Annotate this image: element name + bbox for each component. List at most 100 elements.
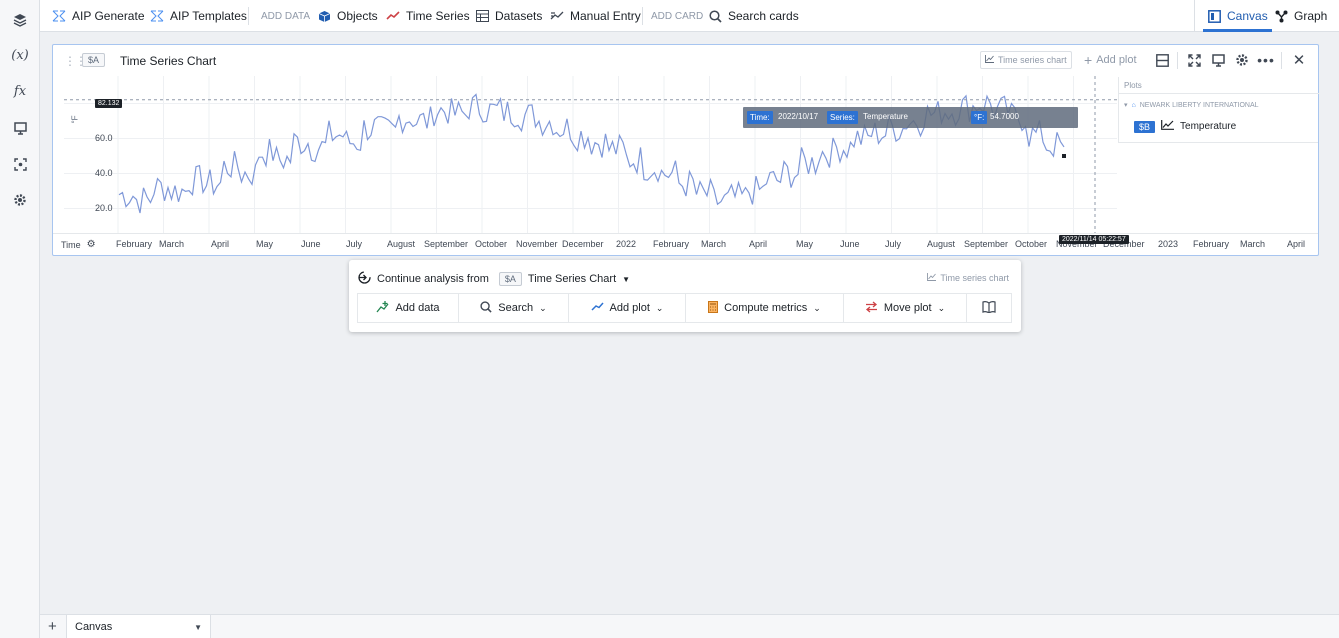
x-axis: Time ⚙ February March April May June July Augu… <box>53 233 1318 255</box>
manual-entry-button[interactable]: Manual Entry <box>550 0 641 32</box>
presentation-icon[interactable] <box>8 116 32 140</box>
top-toolbar: AIP Generate AIP Templates ADD DATA Obje… <box>40 0 1339 32</box>
x-tick-label: February <box>1193 239 1230 249</box>
aip-generate-button[interactable]: AIP Generate <box>52 0 145 32</box>
docs-button[interactable] <box>967 294 1011 322</box>
x-tick-label: December <box>562 239 604 249</box>
add-tab-icon[interactable]: + <box>48 618 57 635</box>
x-tick-label: May <box>796 239 814 249</box>
time-series-button[interactable]: Time Series <box>386 0 470 32</box>
time-axis-control[interactable]: Time ⚙ <box>61 239 96 250</box>
chevron-down-icon: ⌄ <box>655 302 664 313</box>
layers-icon[interactable] <box>8 8 32 32</box>
function-icon[interactable]: fx <box>13 83 27 99</box>
close-icon[interactable]: ✕ <box>1292 52 1306 69</box>
chart-type-label: Time series chart <box>998 55 1067 65</box>
search-dropdown-button[interactable]: Search ⌄ <box>459 294 569 322</box>
x-tick-label: 2022 <box>616 239 637 249</box>
plots-series-row[interactable]: $B Temperature <box>1134 120 1236 133</box>
x-tick-label: March <box>1240 239 1266 249</box>
divider <box>1177 52 1178 69</box>
x-tick-label: July <box>346 239 363 249</box>
search-label: Search <box>498 302 534 314</box>
y-cursor-value: 82.132 <box>95 99 123 108</box>
canvas-icon <box>1207 9 1221 23</box>
add-data-button[interactable]: Add data <box>358 294 459 322</box>
divider <box>1194 0 1195 32</box>
x-axis-label: Time <box>61 239 81 250</box>
graph-icon <box>1274 9 1288 23</box>
manual-entry-label: Manual Entry <box>570 9 641 23</box>
x-tick-label: November <box>516 239 558 249</box>
screenshot-icon[interactable] <box>8 152 32 176</box>
tooltip-series-value: Temperature <box>863 112 908 121</box>
swap-icon <box>865 301 878 316</box>
objects-label: Objects <box>337 9 378 23</box>
line-chart-icon <box>591 302 604 314</box>
source-select[interactable]: Time Series Chart ▼ <box>528 273 630 285</box>
x-tick-label: December <box>1103 239 1145 249</box>
x-tick-label: 2023 <box>1158 239 1179 249</box>
gear-icon[interactable] <box>1234 52 1250 68</box>
series-tag: $B <box>1134 120 1156 133</box>
tooltip-series-key: Series: <box>827 111 858 124</box>
variable-icon[interactable]: (x) <box>11 47 29 63</box>
card-title[interactable]: Time Series Chart <box>120 54 217 68</box>
layout-icon[interactable] <box>1154 52 1170 68</box>
card-tag: $A <box>82 53 106 67</box>
aip-icon <box>150 9 164 23</box>
line-chart-icon <box>927 273 937 283</box>
add-data-label: Add data <box>395 302 440 314</box>
search-icon <box>708 9 722 23</box>
tab-canvas[interactable]: Canvas <box>1203 0 1272 32</box>
gear-icon: ⚙ <box>86 239 96 250</box>
move-plot-button[interactable]: Move plot ⌄ <box>844 294 967 322</box>
divider <box>1281 52 1282 69</box>
time-series-plot[interactable] <box>64 76 1117 233</box>
x-tick-label: July <box>885 239 902 249</box>
time-series-card[interactable]: ⋮⋮ $A Time Series Chart Time series char… <box>52 44 1319 256</box>
compute-metrics-label: Compute metrics <box>724 302 808 314</box>
caret-down-icon: ▼ <box>194 622 202 632</box>
add-plot-header-button[interactable]: + Add plot <box>1084 51 1137 69</box>
x-tick-label: November <box>1056 239 1098 249</box>
chart-type-button[interactable]: Time series chart <box>980 51 1072 69</box>
tooltip-time-key: Time: <box>747 111 773 124</box>
x-tick-label: April <box>749 239 768 249</box>
y-tick-label: 60.0 <box>95 132 113 143</box>
maximize-icon[interactable] <box>1186 52 1202 68</box>
x-tick-label: March <box>701 239 727 249</box>
continue-analysis-panel: Continue analysis from $A Time Series Ch… <box>349 260 1021 332</box>
x-tick-label: February <box>116 239 153 249</box>
search-icon <box>480 300 492 316</box>
caret-down-icon: ▾ <box>1124 102 1128 109</box>
x-tick-label: May <box>256 239 274 249</box>
tooltip-unit-key: °F: <box>971 111 988 124</box>
aip-templates-button[interactable]: AIP Templates <box>150 0 247 32</box>
tooltip-time-value: 2022/10/17 <box>778 112 819 121</box>
x-tick-label: September <box>964 239 1009 249</box>
search-cards-button[interactable]: Search cards <box>708 0 799 32</box>
tab-canvas-bottom[interactable]: Canvas ▼ <box>66 615 211 638</box>
gear-icon[interactable] <box>8 188 32 212</box>
line-chart-icon <box>386 9 400 23</box>
plus-icon: + <box>1084 52 1093 68</box>
objects-button[interactable]: Objects <box>317 0 378 32</box>
more-options-icon[interactable]: ••• <box>1257 52 1275 68</box>
aip-templates-label: AIP Templates <box>170 9 247 23</box>
series-line-temperature[interactable] <box>118 93 1065 214</box>
caret-down-icon: ▼ <box>622 274 631 284</box>
drag-handle-icon[interactable]: ⋮⋮ <box>64 54 87 68</box>
presentation-icon[interactable] <box>1210 52 1226 68</box>
add-plot-button[interactable]: Add plot ⌄ <box>569 294 686 322</box>
plots-group[interactable]: ▾ ⌂ NEWARK LIBERTY INTERNATIONAL <box>1124 101 1259 110</box>
card-header: ⋮⋮ $A Time Series Chart Time series char… <box>53 45 1318 76</box>
datasets-label: Datasets <box>495 9 543 23</box>
datasets-button[interactable]: Datasets <box>475 0 542 32</box>
bottom-tab-label: Canvas <box>75 621 113 633</box>
continue-type-label: Time series chart <box>940 273 1009 283</box>
tab-graph[interactable]: Graph <box>1274 0 1327 32</box>
hover-tooltip: Time: 2022/10/17 Series: Temperature °F:… <box>743 107 1078 128</box>
add-plot-label: Add plot <box>609 302 650 314</box>
compute-metrics-button[interactable]: Compute metrics ⌄ <box>686 294 844 322</box>
